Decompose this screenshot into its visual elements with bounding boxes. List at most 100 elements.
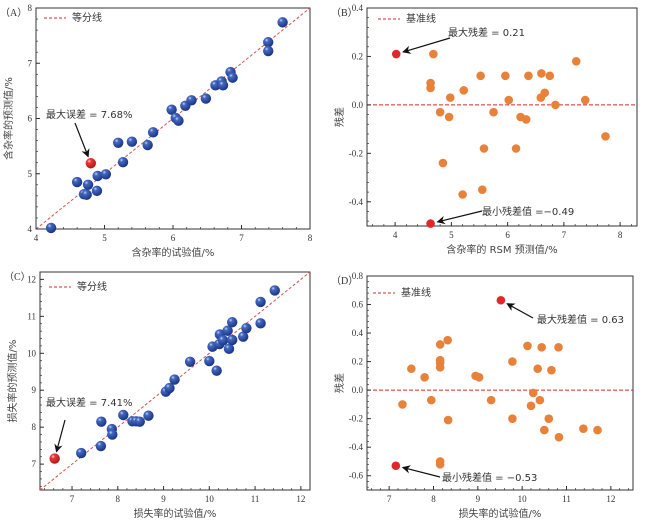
data-point [217, 80, 229, 91]
x-tick-label: 7 [562, 230, 567, 240]
data-point [75, 447, 87, 459]
annotation-arrow [401, 465, 441, 478]
annotation-label: 最小残差值 = −0.53 [442, 471, 537, 484]
x-axis-title: 损失率的试验值/% [134, 507, 217, 520]
data-point [100, 169, 112, 180]
x-axis-title: 损失率的试验值/% [459, 507, 542, 520]
data-point [445, 93, 455, 102]
legend-label: 等分线 [77, 280, 107, 293]
data-point [184, 356, 196, 367]
annotation-label: 最大残差 = 0.21 [448, 26, 525, 39]
y-tick-label: 8 [28, 3, 33, 13]
data-point [45, 222, 57, 234]
data-point [227, 334, 238, 346]
data-point [580, 95, 590, 105]
annotation-arrow [436, 210, 483, 225]
data-point [545, 71, 555, 81]
y-tick-label: 0.2 [352, 51, 363, 61]
x-tick-label: 12 [606, 494, 615, 504]
y-tick-label: 7 [28, 58, 33, 68]
data-point [478, 185, 487, 194]
data-point [435, 340, 445, 349]
highlight-point [85, 158, 97, 169]
x-tick-label: 8 [431, 494, 436, 504]
x-tick-label: 6 [505, 230, 510, 240]
x-tick-label: 10 [518, 494, 528, 504]
data-point [547, 365, 556, 375]
y-tick-label: 0.2 [352, 357, 363, 367]
data-point [435, 363, 445, 372]
y-tick-label: 0.4 [352, 328, 364, 338]
data-point [508, 414, 517, 423]
annotation-label: 最小残差值 =−0.49 [482, 205, 574, 218]
panel-label: （B） [331, 7, 358, 19]
data-point [126, 136, 138, 147]
data-point [537, 69, 546, 78]
panel-label: （A） [0, 7, 27, 19]
data-point [521, 115, 531, 124]
data-point [438, 158, 448, 168]
annotation-arrow [506, 303, 534, 319]
data-point [426, 83, 435, 93]
y-tick-label: -0.2 [349, 414, 363, 424]
data-point [223, 343, 235, 355]
data-point [551, 100, 560, 110]
panel-label: （C） [4, 271, 31, 283]
y-tick-label: 5 [28, 169, 33, 179]
data-point [227, 317, 238, 328]
plot-frame [366, 275, 634, 491]
data-point [134, 416, 145, 427]
data-point [528, 388, 538, 398]
highlight-point [496, 295, 506, 305]
x-tick-label: 6 [171, 233, 176, 243]
x-tick-label: 8 [116, 494, 121, 504]
data-point [71, 176, 83, 188]
x-tick-label: 8 [618, 230, 623, 240]
data-point [593, 425, 602, 435]
data-point [81, 189, 92, 200]
data-point [501, 71, 510, 81]
data-point [508, 357, 517, 366]
annotation-label: 最大误差 = 7.68% [46, 108, 133, 121]
annotation-label: 最大残差值 = 0.63 [537, 313, 624, 326]
x-tick-label: 5 [449, 230, 454, 240]
y-axis-title: 损失率的预测值/% [6, 340, 19, 423]
data-point [118, 409, 129, 421]
x-tick-label: 11 [251, 494, 260, 504]
data-point [535, 395, 545, 405]
y-tick-label: -0.4 [349, 197, 364, 207]
data-point [426, 395, 436, 405]
data-point [241, 322, 252, 334]
data-point [435, 107, 445, 117]
data-point [443, 415, 453, 425]
y-tick-label: -0.2 [349, 148, 363, 158]
data-point [458, 190, 467, 199]
data-point [476, 71, 485, 81]
data-point [504, 95, 514, 105]
data-point [92, 170, 103, 182]
plot-frame [39, 271, 311, 491]
data-point [398, 400, 407, 409]
y-tick-label: 0.8 [352, 271, 364, 281]
legend-label: 基准线 [406, 12, 436, 25]
data-point [255, 296, 266, 308]
data-point [263, 37, 274, 48]
data-point [443, 335, 452, 345]
y-tick-label: 12 [27, 274, 36, 284]
y-tick-label: -0.4 [349, 442, 364, 452]
panel-d: 7 8 9 10 11 12 -0.6 -0.4 -0.2 0.0 0.2 0.4 0.6 0.8 损失率的… [331, 271, 634, 520]
data-point [95, 440, 107, 452]
data-point [200, 93, 212, 104]
y-tick-label: 0.0 [352, 100, 364, 110]
y-tick-label: 11 [27, 311, 36, 321]
data-point [107, 429, 118, 440]
data-point [601, 132, 610, 141]
plot-frame [366, 7, 638, 227]
highlight-point [426, 219, 435, 228]
y-tick-label: 0.4 [352, 3, 364, 13]
data-point [142, 139, 153, 151]
y-tick-label: 4 [28, 224, 33, 234]
legend-label: 等分线 [72, 11, 102, 24]
data-point [166, 104, 177, 115]
